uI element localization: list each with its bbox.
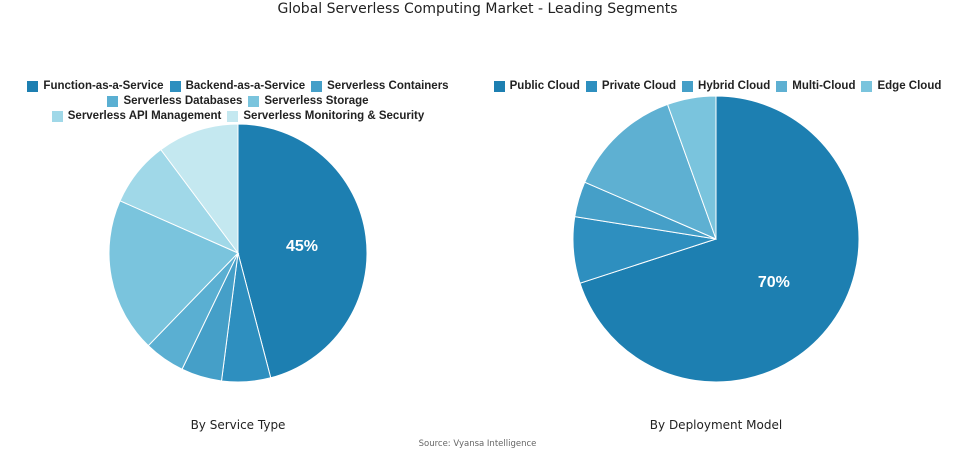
legend-label: Function-as-a-Service	[43, 80, 164, 92]
source-note: Source: Vyansa Intelligence	[418, 439, 537, 449]
legend-item-serverless-storage: Serverless Storage	[248, 94, 369, 108]
service-type-caption: By Service Type	[190, 418, 286, 432]
chart-title: Global Serverless Computing Market - Lea…	[277, 1, 678, 17]
legend-swatch	[248, 95, 260, 107]
legend-label: Private Cloud	[601, 80, 677, 92]
data-label-function-as-a-service: 45%	[286, 238, 318, 255]
legend-label: Serverless Monitoring & Security	[243, 110, 425, 122]
deployment-model-legend: Public Cloud Private Cloud Hybrid Cloud Mul…	[490, 79, 945, 93]
legend-swatch	[107, 95, 119, 107]
pie-slice-edge-cloud	[666, 95, 717, 240]
legend-item-serverless-containers: Serverless Containers	[311, 79, 449, 93]
pie-slice-public-cloud	[579, 95, 860, 383]
deployment-model-caption: By Deployment Model	[649, 418, 783, 432]
legend-swatch	[585, 80, 597, 92]
legend-swatch	[682, 80, 694, 92]
legend-label: Edge Cloud	[877, 80, 942, 92]
legend-swatch	[227, 110, 239, 122]
legend-item-function-as-a-service: Function-as-a-Service	[27, 79, 164, 93]
legend-swatch	[861, 80, 873, 92]
legend-item-serverless-databases: Serverless Databases	[107, 94, 242, 108]
legend-swatch	[776, 80, 788, 92]
pie-slice-serverless-storage	[108, 200, 239, 347]
pie-slice-multi-cloud	[584, 103, 717, 240]
data-label-public-cloud: 70%	[758, 274, 790, 291]
legend-item-public-cloud: Public Cloud	[493, 79, 580, 93]
pie-slice-function-as-a-service	[237, 123, 368, 379]
legend-item-backend-as-a-service: Backend-as-a-Service	[169, 79, 306, 93]
legend-item-edge-cloud: Edge Cloud	[861, 79, 941, 93]
service-type-legend: Function-as-a-Service Backend-as-a-Servic…	[18, 79, 458, 123]
legend-label: Serverless API Management	[67, 110, 222, 122]
legend-swatch	[27, 80, 39, 92]
legend-label: Serverless Databases	[123, 95, 243, 107]
legend-swatch	[311, 80, 323, 92]
legend-item-hybrid-cloud: Hybrid Cloud	[682, 79, 770, 93]
legend-label: Public Cloud	[509, 80, 580, 92]
legend-item-serverless-api-management: Serverless API Management	[51, 109, 222, 123]
legend-label: Hybrid Cloud	[698, 80, 771, 92]
pie-slice-serverless-monitoring-security	[160, 123, 239, 255]
legend-label: Backend-as-a-Service	[185, 80, 306, 92]
legend-swatch	[169, 80, 181, 92]
legend-item-private-cloud: Private Cloud	[585, 79, 677, 93]
legend-label: Serverless Containers	[327, 80, 449, 92]
legend-label: Multi-Cloud	[792, 80, 856, 92]
legend-label: Serverless Storage	[264, 95, 369, 107]
legend-swatch	[51, 110, 63, 122]
legend-item-serverless-monitoring-security: Serverless Monitoring & Security	[227, 109, 424, 123]
legend-item-multi-cloud: Multi-Cloud	[776, 79, 855, 93]
legend-swatch	[493, 80, 505, 92]
